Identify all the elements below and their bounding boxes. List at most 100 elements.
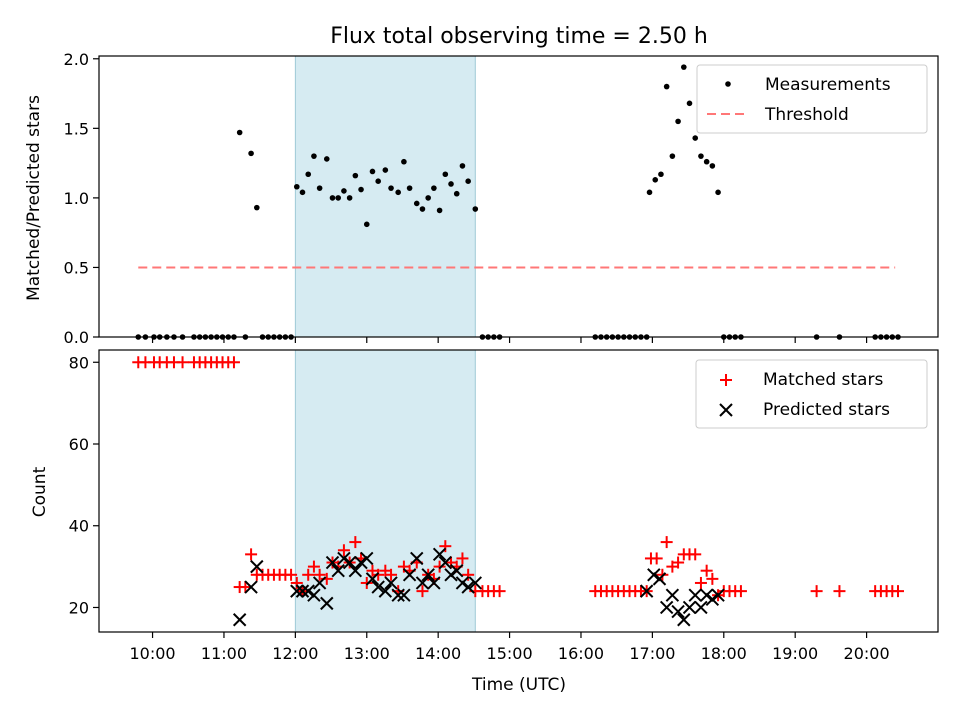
measurement-point [692, 135, 699, 141]
predicted-star-point [438, 555, 453, 570]
predicted-star-point [365, 572, 380, 586]
measurement-point [436, 207, 443, 214]
predicted-star-point [677, 613, 691, 627]
y-tick-label: 60 [69, 435, 89, 454]
measurement-point [675, 118, 681, 125]
legend-predicted-marker [719, 403, 733, 417]
predicted-star-point [427, 576, 441, 590]
predicted-star-point [397, 588, 411, 602]
matched-star-point [660, 536, 673, 549]
chart-title: Flux total observing time = 2.50 h [330, 24, 708, 49]
predicted-star-point [461, 580, 475, 594]
matched-star-point [285, 568, 298, 581]
measurement-point [369, 168, 376, 175]
measurement-point [388, 185, 394, 191]
predicted-star-point [682, 600, 697, 615]
x-tick-label: 10:00 [129, 644, 175, 663]
x-tick-label: 17:00 [629, 644, 675, 663]
matched-star-point [290, 576, 303, 589]
x-ticks [151, 337, 868, 343]
measurement-point [715, 189, 721, 196]
highlight-span [294, 55, 476, 338]
measurement-point [254, 204, 260, 211]
predicted-star-point [244, 580, 258, 594]
measurement-point [425, 195, 431, 201]
legend-predicted-label: Predicted stars [763, 400, 890, 420]
matched-star-point [456, 552, 469, 565]
measurement-point [358, 186, 364, 193]
predicted-star-point [320, 596, 334, 611]
measurement-point [472, 206, 479, 212]
measurement-point [686, 100, 693, 107]
measurement-point [316, 185, 323, 191]
y-tick-label: 20 [69, 598, 89, 617]
matched-star-point [493, 585, 506, 598]
matched-star-point [385, 568, 398, 581]
predicted-star-point [354, 555, 368, 570]
legend-threshold-label: Threshold [764, 105, 849, 125]
predicted-star-point [250, 559, 264, 574]
measurement-point [346, 195, 353, 201]
bottom-legend-box [695, 359, 928, 429]
predicted-star-point [232, 613, 247, 627]
y-tick-label: 1.0 [64, 189, 89, 208]
measurement-point [431, 185, 437, 191]
matched-star-point [734, 585, 747, 598]
predicted-star-point [312, 576, 327, 590]
matched-star-point [239, 581, 252, 594]
measurement-point [669, 153, 676, 159]
predicted-star-point [378, 584, 393, 598]
matched-star-point [302, 568, 315, 581]
predicted-star-point [307, 588, 321, 602]
bottom-legend: Matched stars Predicted stars [695, 359, 928, 429]
measurement-point [406, 185, 413, 191]
predicted-star-point [432, 547, 447, 562]
predicted-star-point [444, 568, 458, 582]
matched-stars-points [132, 356, 905, 602]
measurement-point [341, 188, 347, 194]
matched-star-point [439, 540, 452, 553]
predicted-star-point [671, 604, 685, 619]
predicted-star-point [688, 588, 702, 602]
matched-star-point [650, 552, 663, 565]
predicted-star-point [415, 576, 430, 590]
measurement-point [658, 171, 664, 178]
measurement-point [652, 177, 659, 183]
measurement-point [703, 158, 710, 165]
measurement-point [352, 172, 359, 179]
highlight-span [294, 349, 476, 633]
matched-star-point [433, 560, 446, 573]
predicted-star-point [325, 555, 340, 570]
measurement-point [311, 153, 317, 159]
predicted-star-point [711, 588, 725, 602]
matched-star-point [337, 544, 350, 557]
predicted-star-point [639, 584, 654, 598]
predicted-star-point [391, 588, 405, 602]
predicted-star-point [705, 592, 720, 607]
measurement-point [709, 163, 716, 169]
predicted-star-point [402, 568, 417, 582]
measurement-point [459, 163, 466, 169]
measurement-point [448, 181, 454, 187]
matched-star-point [307, 560, 320, 573]
top-legend-box [696, 64, 928, 134]
matched-star-point [245, 548, 258, 561]
measurement-point [453, 190, 460, 197]
predicted-star-point [342, 555, 357, 570]
x-tick-label: 19:00 [772, 644, 818, 663]
top-panel: 0.00.51.01.52.0 Matched/Predicted stars … [24, 50, 939, 347]
matched-star-point [227, 356, 240, 369]
legend-matched-marker [720, 374, 732, 386]
measurement-point [299, 189, 306, 196]
matched-star-point [694, 576, 707, 589]
measurement-point [413, 200, 420, 207]
measurement-point [363, 221, 370, 228]
measurement-point [681, 64, 687, 70]
measurement-point [236, 129, 243, 136]
legend-matched-label: Matched stars [763, 370, 883, 390]
measurement-point [323, 156, 330, 162]
predicted-stars-points [232, 547, 725, 627]
measurement-point [382, 167, 389, 173]
